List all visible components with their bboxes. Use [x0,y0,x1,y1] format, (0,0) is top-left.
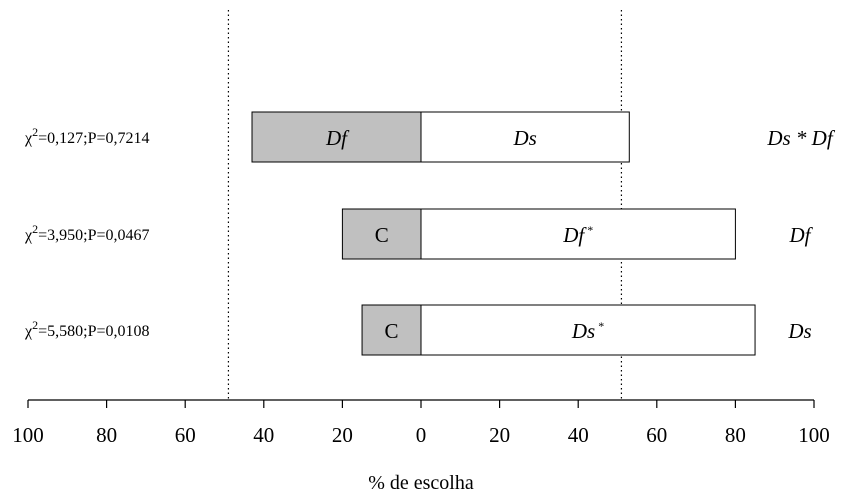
x-tick-label-5: 0 [416,423,427,447]
x-axis-title: % de escolha [368,472,474,494]
x-tick-label-7: 40 [568,423,589,447]
x-tick-label-2: 60 [175,423,196,447]
outcome-label-row-3: Ds [787,319,811,343]
bar-left-label-row-2: C [375,223,389,247]
bar-left-row-1 [251,111,422,163]
x-tick-label-9: 80 [725,423,746,447]
x-tick-label-4: 20 [332,423,353,447]
bar-left-label-row-1: Df [325,126,350,150]
x-tick-label-0: 100 [12,423,44,447]
bar-right-label-row-3: Ds * [571,319,604,343]
bar-right-label-row-2: Df * [562,223,593,247]
x-tick-label-6: 20 [489,423,510,447]
bar-left-row-3 [361,304,422,356]
bar-left-label-row-3: C [385,319,399,343]
x-tick-label-1: 80 [96,423,117,447]
stat-label-row-1: χ2=0,127;P=0,7214 [24,125,150,147]
outcome-label-row-1: Ds * Df [766,126,836,150]
outcome-label-row-2: Df [789,223,814,247]
x-tick-label-8: 60 [646,423,667,447]
bar-right-row-3 [420,304,756,356]
bar-right-label-row-1: Ds [512,126,536,150]
x-tick-label-10: 100 [798,423,830,447]
bar-right-row-1 [420,111,630,163]
stat-label-row-3: χ2=5,580;P=0,0108 [24,318,150,340]
stat-label-row-2: χ2=3,950;P=0,0467 [24,222,150,244]
x-tick-label-3: 40 [253,423,274,447]
bar-right-row-2 [420,208,736,260]
